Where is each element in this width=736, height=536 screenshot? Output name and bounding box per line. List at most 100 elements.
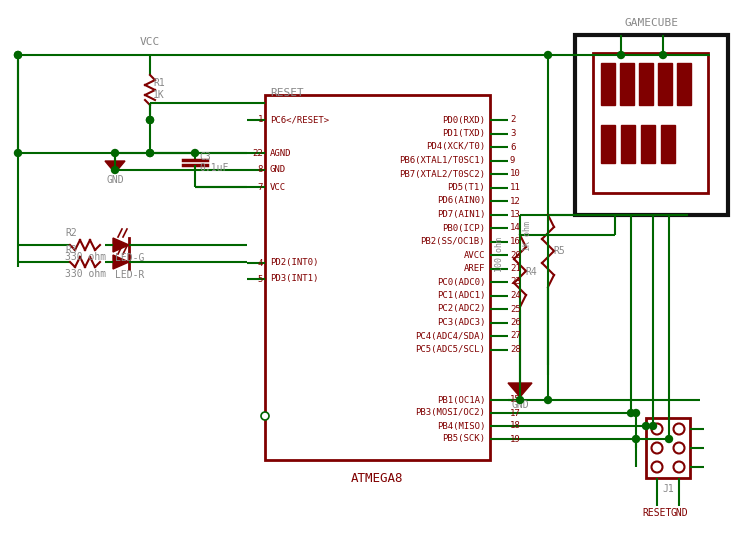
- Circle shape: [545, 397, 551, 404]
- Text: R4: R4: [525, 267, 537, 277]
- Text: 5: 5: [258, 274, 263, 284]
- Text: GAMECUBE: GAMECUBE: [625, 18, 679, 28]
- Text: VCC: VCC: [270, 182, 286, 191]
- Text: AGND: AGND: [270, 148, 291, 158]
- Text: 13: 13: [510, 210, 521, 219]
- Polygon shape: [113, 238, 129, 252]
- Text: 18: 18: [510, 421, 521, 430]
- Text: PB0(ICP): PB0(ICP): [442, 224, 485, 233]
- Circle shape: [651, 423, 662, 435]
- Bar: [620, 63, 634, 105]
- Text: 12: 12: [510, 197, 521, 205]
- Text: PB2(SS/OC1B): PB2(SS/OC1B): [420, 237, 485, 246]
- Text: 9: 9: [510, 156, 515, 165]
- Text: PD1(TXD): PD1(TXD): [442, 129, 485, 138]
- Text: PC1(ADC1): PC1(ADC1): [436, 291, 485, 300]
- Text: 24: 24: [510, 291, 521, 300]
- Circle shape: [146, 150, 154, 157]
- Circle shape: [146, 150, 154, 157]
- Text: R2: R2: [65, 228, 77, 238]
- Circle shape: [15, 51, 21, 58]
- Text: 8: 8: [258, 166, 263, 175]
- Text: PD5(T1): PD5(T1): [447, 183, 485, 192]
- Circle shape: [632, 435, 640, 443]
- Text: PC2(ADC2): PC2(ADC2): [436, 304, 485, 314]
- Text: 4: 4: [258, 258, 263, 267]
- Circle shape: [673, 443, 684, 453]
- Text: 1K ohm: 1K ohm: [523, 221, 533, 251]
- Bar: [601, 63, 615, 105]
- Text: GND: GND: [270, 166, 286, 175]
- Text: PD7(AIN1): PD7(AIN1): [436, 210, 485, 219]
- Bar: [658, 63, 672, 105]
- Text: 11: 11: [510, 183, 521, 192]
- Circle shape: [649, 422, 657, 429]
- Text: PD4(XCK/T0): PD4(XCK/T0): [426, 143, 485, 152]
- Circle shape: [673, 461, 684, 473]
- Text: PC4(ADC4/SDA): PC4(ADC4/SDA): [415, 331, 485, 340]
- Text: PB1(OC1A): PB1(OC1A): [436, 396, 485, 405]
- Text: 10: 10: [510, 169, 521, 178]
- Text: 100 ohm: 100 ohm: [495, 237, 504, 272]
- Bar: [661, 125, 675, 163]
- Text: PB7(XTAL2/T0SC2): PB7(XTAL2/T0SC2): [399, 169, 485, 178]
- Text: PC3(ADC3): PC3(ADC3): [436, 318, 485, 327]
- Polygon shape: [105, 161, 125, 173]
- Text: PC5(ADC5/SCL): PC5(ADC5/SCL): [415, 345, 485, 354]
- Text: 28: 28: [510, 345, 521, 354]
- Bar: [621, 125, 635, 163]
- Text: 17: 17: [510, 408, 521, 418]
- Text: 16: 16: [510, 237, 521, 246]
- Text: PD3(INT1): PD3(INT1): [270, 274, 319, 284]
- Circle shape: [15, 51, 21, 58]
- Text: 26: 26: [510, 318, 521, 327]
- Text: GND: GND: [512, 400, 528, 410]
- Text: J1: J1: [662, 484, 674, 494]
- Text: 0.1uF: 0.1uF: [199, 163, 228, 173]
- Text: 1K: 1K: [153, 90, 165, 100]
- Text: PD0(RXD): PD0(RXD): [442, 115, 485, 124]
- Text: LED-G: LED-G: [115, 253, 144, 263]
- Text: 330 ohm: 330 ohm: [65, 252, 106, 262]
- Bar: [641, 125, 655, 163]
- Text: 19: 19: [510, 435, 521, 443]
- Bar: [593, 53, 708, 193]
- Text: 22: 22: [252, 148, 263, 158]
- Text: PC6</RESET>: PC6</RESET>: [270, 115, 329, 124]
- Text: C3: C3: [199, 152, 210, 162]
- Circle shape: [659, 51, 667, 58]
- Text: RESET: RESET: [270, 88, 304, 98]
- Bar: [265, 95, 490, 460]
- Text: R5: R5: [553, 246, 565, 256]
- Text: 20: 20: [510, 250, 521, 259]
- Text: ATMEGA8: ATMEGA8: [351, 472, 404, 485]
- Bar: [677, 63, 691, 105]
- Text: R3: R3: [65, 245, 77, 255]
- Text: 6: 6: [510, 143, 515, 152]
- Circle shape: [651, 461, 662, 473]
- Text: 14: 14: [510, 224, 521, 233]
- Text: AREF: AREF: [464, 264, 485, 273]
- Text: PD6(AIN0): PD6(AIN0): [436, 197, 485, 205]
- Text: 2: 2: [510, 115, 515, 124]
- Text: PB4(MISO): PB4(MISO): [436, 421, 485, 430]
- Text: 23: 23: [510, 278, 521, 287]
- Text: PB3(MOSI/OC2): PB3(MOSI/OC2): [415, 408, 485, 418]
- Circle shape: [673, 423, 684, 435]
- Circle shape: [643, 422, 649, 429]
- Bar: [639, 63, 653, 105]
- Text: PB6(XTAL1/T0SC1): PB6(XTAL1/T0SC1): [399, 156, 485, 165]
- Text: 15: 15: [510, 396, 521, 405]
- Bar: [575, 35, 728, 215]
- Circle shape: [146, 116, 154, 123]
- Circle shape: [618, 51, 625, 58]
- Circle shape: [191, 150, 199, 157]
- Circle shape: [632, 410, 640, 416]
- Circle shape: [651, 443, 662, 453]
- Text: GND: GND: [670, 508, 688, 518]
- Bar: [601, 125, 615, 163]
- Text: R1: R1: [153, 78, 165, 88]
- Text: 330 ohm: 330 ohm: [65, 269, 106, 279]
- Text: PB5(SCK): PB5(SCK): [442, 435, 485, 443]
- Text: 1: 1: [258, 115, 263, 124]
